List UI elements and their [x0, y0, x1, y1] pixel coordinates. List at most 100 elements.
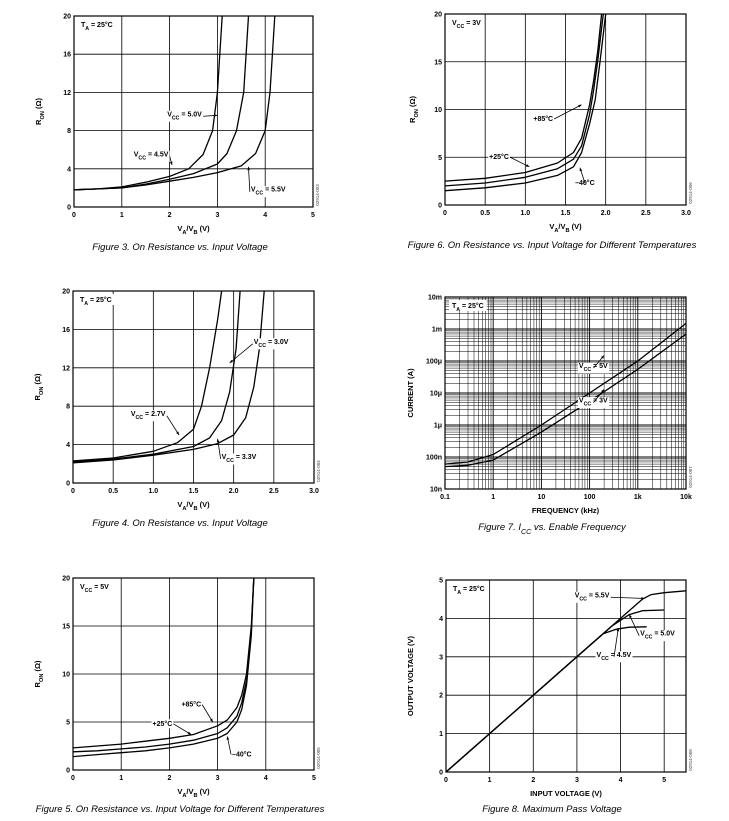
- series-annotation: –40°C: [232, 751, 252, 759]
- annotation-bg: [180, 700, 203, 710]
- annotation-leader: [217, 438, 222, 460]
- annotation-arrowhead: [641, 596, 645, 600]
- y-axis-label: CURRENT (A): [406, 368, 415, 418]
- x-tick-label: 0.5: [480, 210, 490, 217]
- series-annotation: VCC = 3.3V: [222, 454, 257, 464]
- condition-label: TA = 25°C: [453, 585, 485, 596]
- figure-caption: Figure 8. Maximum Pass Voltage: [482, 804, 622, 815]
- series-annotation: VCC = 5.5V: [575, 592, 610, 602]
- figure-caption: Figure 5. On Resistance vs. Input Voltag…: [36, 804, 325, 815]
- series-annotation: VCC = 4.5V: [134, 151, 169, 161]
- figure-code: 02914-003: [315, 184, 320, 206]
- chart-fig4: 0 0.5 1.0 1.5 2.0 2.5 3.0 0 4 8 12 16 20 VA/VB (V) RON…: [33, 289, 321, 530]
- y-tick-label: 1m: [432, 327, 442, 334]
- annotation-arrowhead: [187, 731, 192, 735]
- annotation-arrowhead: [247, 166, 251, 171]
- annotation-arrowhead: [525, 164, 530, 167]
- x-axis-label: INPUT VOLTAGE (V): [530, 789, 602, 798]
- x-tick-label: 3.0: [681, 210, 691, 217]
- annotation-leader: [248, 166, 251, 192]
- annotation-arrowhead: [578, 104, 582, 108]
- x-axis-label: FREQUENCY (kHz): [532, 506, 600, 515]
- series-annotation: VCC = 3.0V: [254, 339, 289, 349]
- annotation-arrowhead: [226, 736, 230, 740]
- y-tick-label: 20: [63, 14, 71, 21]
- x-tick-label: 1: [488, 777, 492, 784]
- x-tick-label: 0: [71, 775, 75, 782]
- series-line-0: [72, 290, 223, 462]
- grid: [72, 290, 315, 484]
- grid: [444, 13, 687, 206]
- x-tick-label: 3.0: [309, 488, 319, 495]
- x-tick-label: 0.1: [440, 494, 450, 501]
- x-tick-label: 100: [584, 494, 596, 501]
- x-tick-label: 1.0: [148, 488, 158, 495]
- y-axis-label: RON (Ω): [34, 98, 46, 125]
- x-tick-label: 1: [491, 494, 495, 501]
- annotation-bg: [639, 630, 677, 642]
- series-line-2: [444, 13, 607, 192]
- x-tick-label: 1: [119, 775, 123, 782]
- plot-frame: [444, 296, 687, 490]
- condition-label: TA = 25°C: [452, 302, 484, 313]
- condition-label: TA = 25°C: [80, 296, 112, 307]
- y-tick-label: 5: [438, 155, 442, 162]
- series-annotation: VCC = 5V: [579, 363, 608, 373]
- series-line-2: [73, 15, 276, 191]
- x-axis-label: VA/VB (V): [549, 222, 582, 234]
- annotation-leader: [628, 614, 640, 636]
- annotation-arrowhead: [169, 161, 173, 165]
- chart-fig8: 0 1 2 3 4 5 0 1 2 3 4 5 INPUT VOLTAGE (V) OUTPUT VOLT…: [406, 578, 693, 816]
- annotation-leader: [201, 704, 214, 723]
- chart-fig6: 0 0.5 1.0 1.5 2.0 2.5 3.0 0 5 10 15 20 VA/VB (V) RON …: [408, 12, 697, 252]
- figure-caption: Figure 7. ICC vs. Enable Frequency: [478, 522, 627, 536]
- series-line-0: [73, 15, 223, 191]
- y-tick-label: 0: [438, 203, 442, 210]
- y-tick-label: 10: [62, 672, 70, 679]
- y-tick-label: 4: [67, 166, 71, 173]
- series-line-0: [445, 590, 687, 773]
- annotation-bg: [151, 719, 174, 729]
- y-tick-label: 8: [67, 128, 71, 135]
- y-tick-label: 12: [63, 90, 71, 97]
- series-line-2: [72, 577, 255, 758]
- annotation-leader: [509, 156, 530, 168]
- x-tick-label: 0: [72, 212, 76, 219]
- annotation-bg: [249, 186, 287, 198]
- y-tick-label: 10: [434, 107, 442, 114]
- x-axis-label: VA/VB (V): [177, 787, 210, 799]
- series-annotation: VCC = 3V: [579, 398, 608, 408]
- y-tick-label: 4: [66, 442, 70, 449]
- annotation-arrowhead: [600, 355, 605, 359]
- x-tick-label: 2.0: [601, 210, 611, 217]
- series-annotation: VCC = 5.0V: [167, 111, 202, 121]
- x-tick-label: 10k: [680, 494, 692, 501]
- series-annotation: +85°C: [181, 701, 201, 709]
- y-tick-label: 3: [439, 654, 443, 661]
- y-axis-label: OUTPUT VOLTAGE (V): [406, 635, 415, 716]
- annotation-arrowhead: [629, 614, 632, 619]
- annotation-bg: [252, 338, 290, 350]
- condition-box: [77, 581, 113, 592]
- x-tick-label: 2.5: [641, 210, 651, 217]
- figure-caption: Figure 6. On Resistance vs. Input Voltag…: [408, 240, 697, 251]
- y-axis-label: RON (Ω): [33, 373, 45, 400]
- x-tick-label: 0: [443, 210, 447, 217]
- annotation-leader: [166, 415, 180, 436]
- x-tick-label: 0: [444, 777, 448, 784]
- x-tick-label: 1k: [634, 494, 642, 501]
- x-tick-label: 2.0: [229, 488, 239, 495]
- y-axis-label: RON (Ω): [33, 660, 45, 687]
- annotation-arrowhead: [229, 359, 234, 363]
- x-tick-label: 3: [216, 775, 220, 782]
- series-annotation: VCC = 2.7V: [131, 411, 166, 421]
- y-tick-label: 100μ: [426, 359, 442, 366]
- plot-frame: [72, 577, 315, 771]
- y-axis-label: RON (Ω): [408, 96, 420, 123]
- figure-code: 02914-005: [316, 747, 321, 769]
- grid: [444, 297, 686, 490]
- annotation-leader: [613, 627, 619, 657]
- condition-box: [78, 19, 116, 30]
- condition-box: [449, 17, 485, 28]
- condition-box: [77, 294, 115, 305]
